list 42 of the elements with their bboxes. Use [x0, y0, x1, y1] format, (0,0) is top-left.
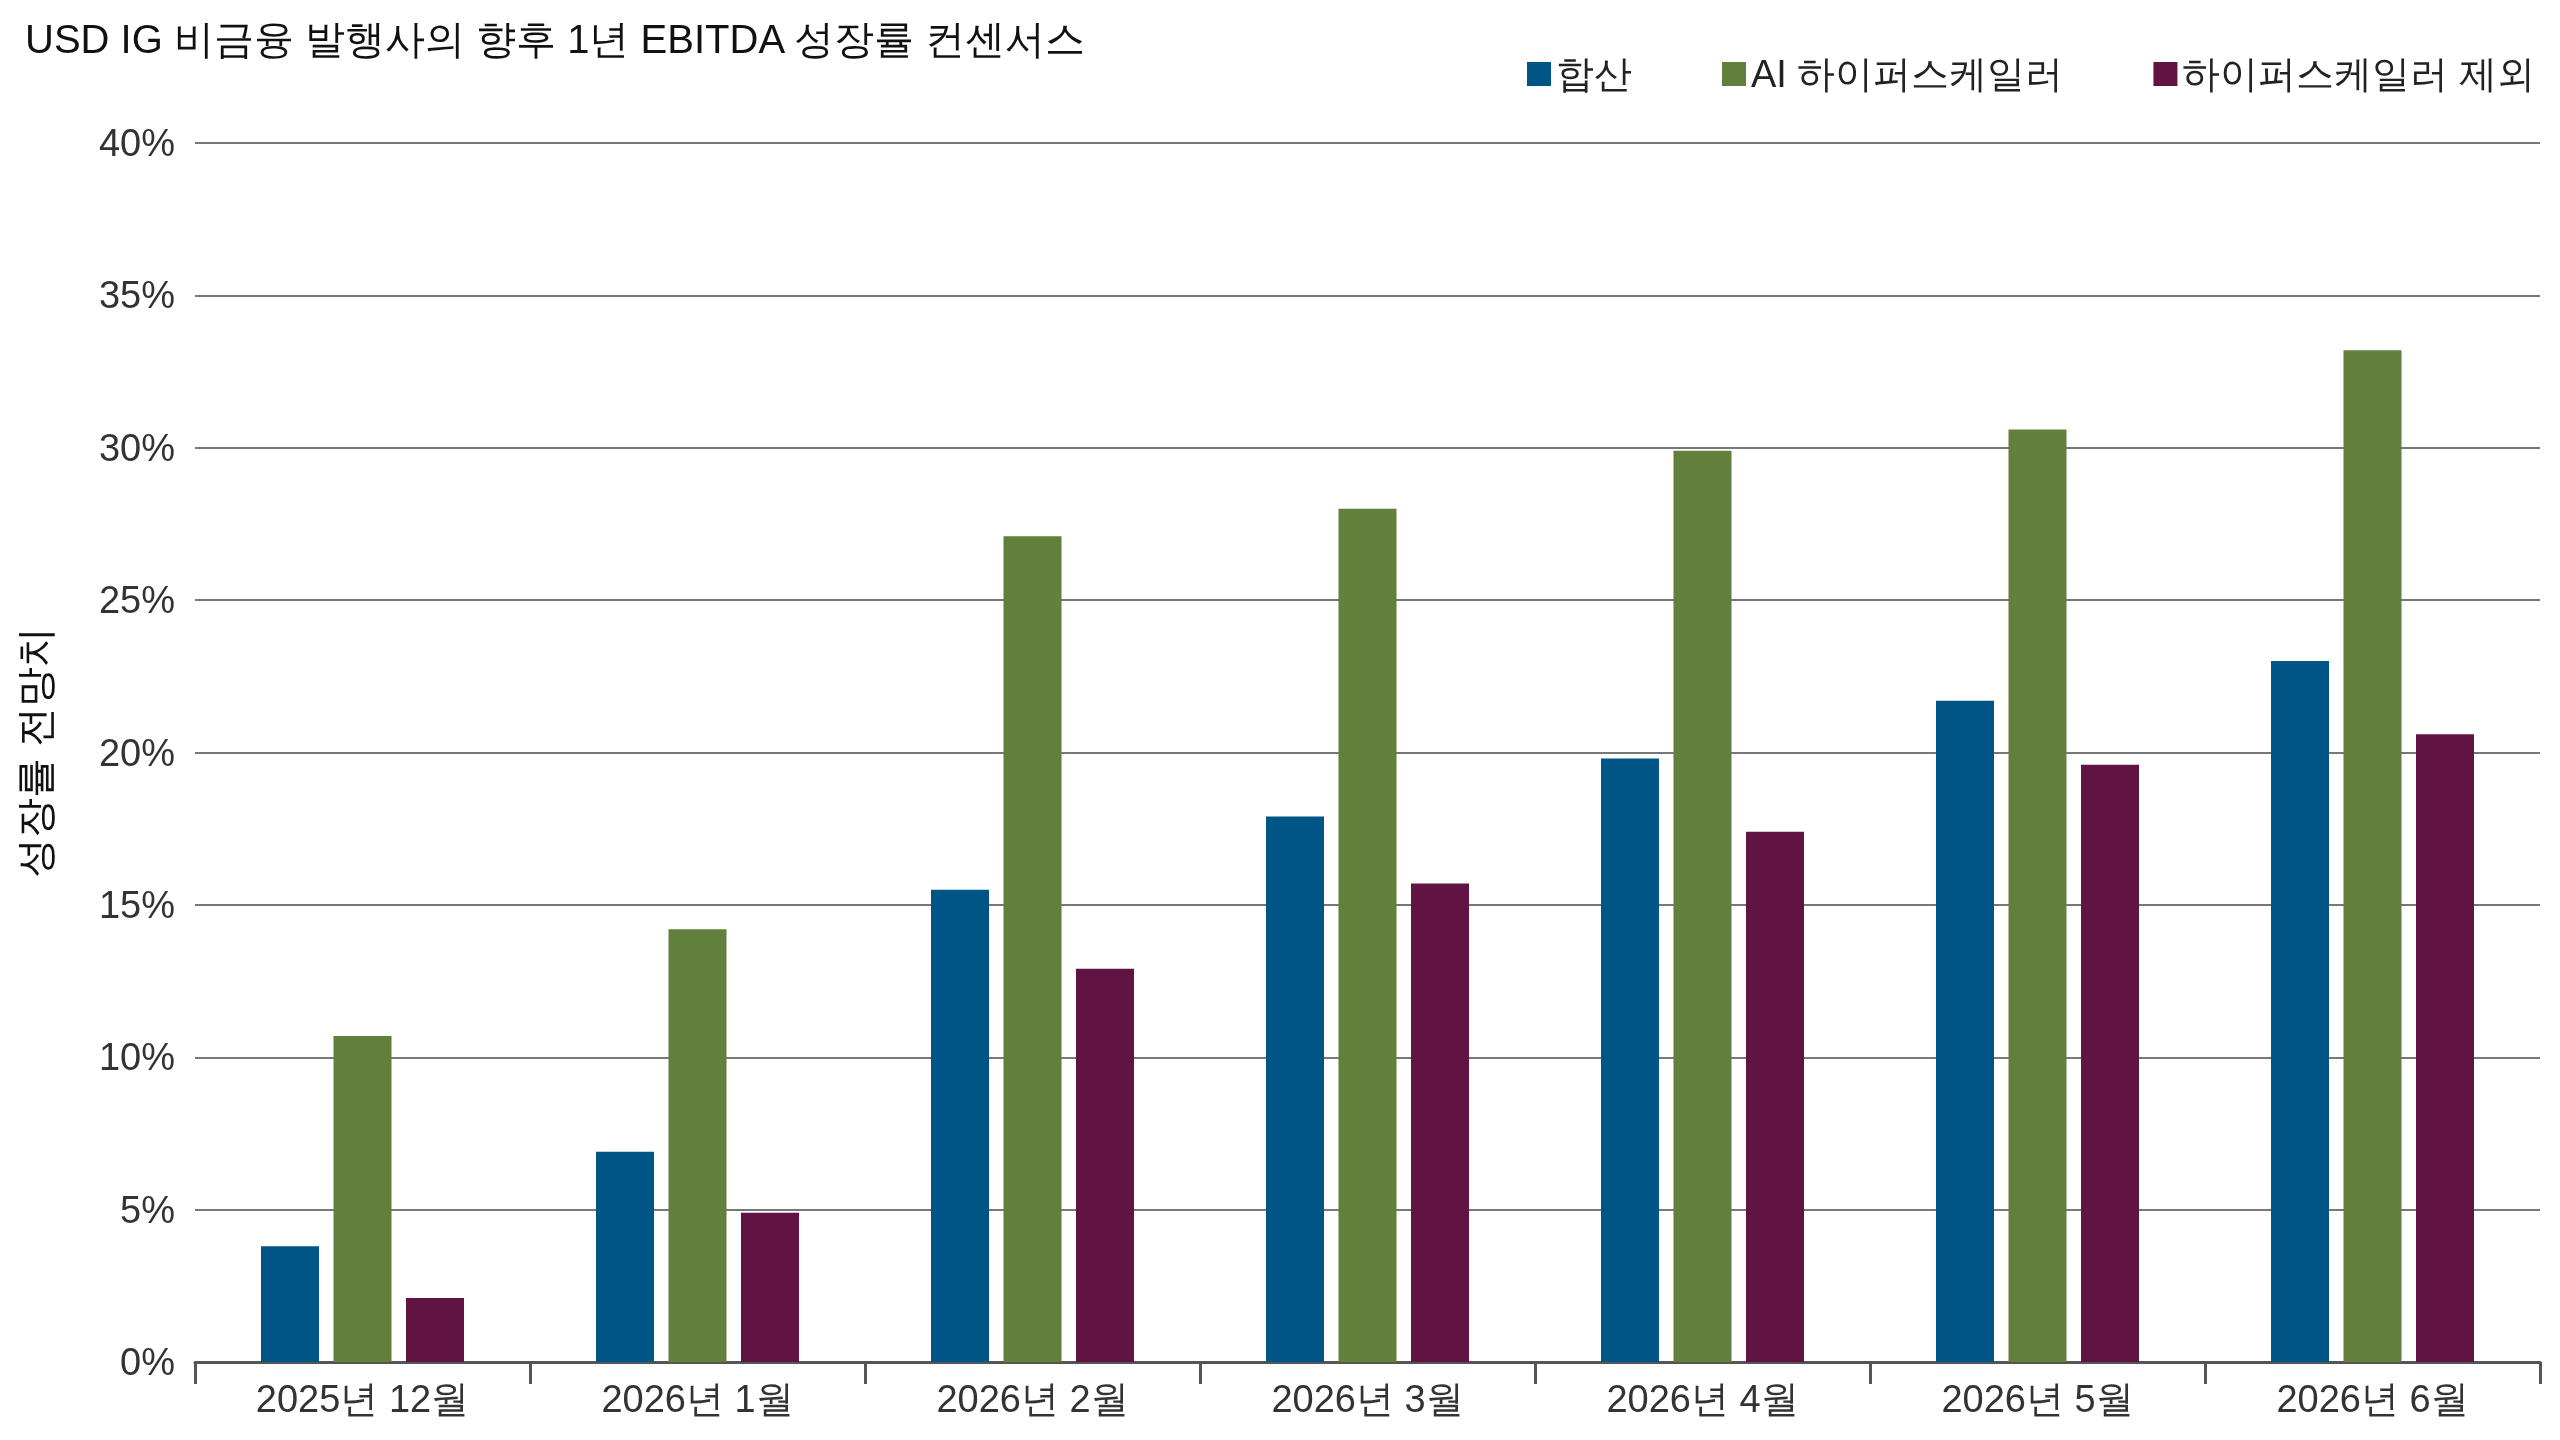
- legend-label: AI 하이퍼스케일러: [1750, 53, 2064, 95]
- y-tick-label: 0%: [120, 1341, 175, 1383]
- bar: [2271, 661, 2329, 1362]
- bar: [931, 889, 989, 1362]
- legend-label: 합산: [1555, 53, 1632, 95]
- x-tick-label: 2026년 3월: [1271, 1378, 1464, 1420]
- y-tick-label: 5%: [120, 1188, 175, 1231]
- y-tick-label: 25%: [98, 579, 175, 622]
- x-tick-label: 2026년 1월: [601, 1378, 794, 1420]
- bar: [1411, 883, 1469, 1362]
- y-axis-title: 성장률 전망치: [13, 626, 57, 879]
- y-tick-label: 10%: [98, 1036, 175, 1079]
- bar: [1076, 968, 1134, 1362]
- chart-title: USD IG 비금융 발행사의 향후 1년 EBITDA 성장률 컨센서스: [25, 17, 1086, 61]
- bar: [741, 1212, 799, 1362]
- y-tick-label: 20%: [98, 731, 175, 774]
- bar: [1601, 758, 1659, 1362]
- x-tick-label: 2025년 12월: [255, 1378, 470, 1420]
- bar: [668, 929, 727, 1362]
- bar: [1266, 816, 1324, 1362]
- bar: [1936, 700, 1994, 1362]
- x-tick-label: 2026년 6월: [2276, 1378, 2469, 1420]
- bar: [1338, 508, 1397, 1362]
- bar: [1673, 450, 1732, 1362]
- x-tick-label: 2026년 2월: [936, 1378, 1129, 1420]
- bar: [1003, 536, 1062, 1362]
- x-tick-label: 2026년 4월: [1606, 1378, 1799, 1420]
- bar: [2343, 350, 2402, 1362]
- bar: [596, 1151, 654, 1362]
- bar: [2081, 764, 2139, 1362]
- legend-label: 하이퍼스케일러 제외: [2182, 53, 2535, 95]
- bar: [2416, 734, 2474, 1362]
- y-tick-label: 40%: [98, 122, 175, 164]
- x-tick-label: 2026년 5월: [1941, 1378, 2134, 1420]
- bar: [261, 1246, 319, 1362]
- y-tick-label: 35%: [98, 274, 175, 317]
- y-tick-label: 15%: [98, 883, 175, 926]
- bar: [333, 1035, 392, 1362]
- y-tick-label: 30%: [98, 426, 175, 469]
- bar: [406, 1298, 464, 1362]
- bar: [1746, 831, 1804, 1362]
- bar: [2008, 429, 2067, 1362]
